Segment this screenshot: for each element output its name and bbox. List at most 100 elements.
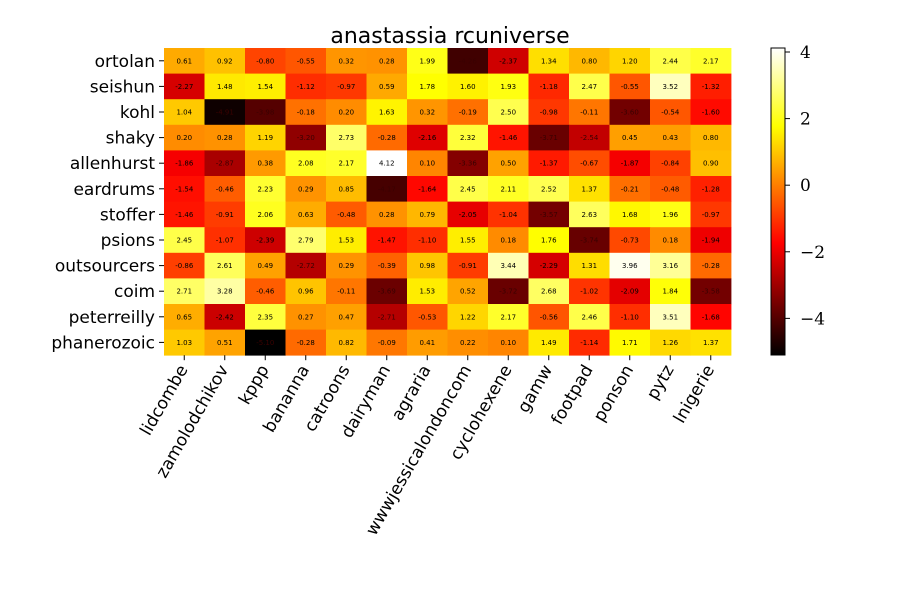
cell-value-label: -1.94 (702, 237, 721, 245)
cell-value-label: 0.18 (662, 237, 678, 245)
heatmap-cell (366, 124, 408, 151)
cell-value-label: 1.76 (541, 237, 557, 245)
cell-value-label: -0.56 (540, 313, 559, 321)
heatmap-cell (285, 278, 327, 305)
heatmap-cell (407, 304, 448, 330)
heatmap-cell (366, 73, 408, 100)
heatmap-cell (528, 227, 570, 254)
heatmap-cell (650, 124, 691, 151)
row-label: allenhurst (70, 154, 155, 174)
cell-value-label: 0.90 (703, 160, 719, 168)
colorbar-tick-label: 2 (800, 110, 811, 130)
cell-value-label: -1.86 (175, 160, 194, 168)
heatmap-cell (488, 304, 529, 330)
heatmap-cell (245, 227, 286, 254)
heatmap-cell (285, 150, 327, 177)
cell-value-label: 1.37 (703, 339, 719, 347)
cell-value-label: 3.52 (662, 83, 678, 91)
cell-value-label: 1.93 (500, 83, 516, 91)
heatmap-cell (204, 124, 246, 151)
column-label: kppp (235, 362, 273, 409)
heatmap-cell (569, 329, 610, 356)
cell-value-label: -0.97 (702, 211, 720, 219)
heatmap-cell (569, 99, 610, 126)
heatmap-cell (690, 124, 732, 151)
heatmap-cell (528, 150, 570, 177)
cell-value-label: -0.28 (702, 262, 720, 270)
heatmap-cell (690, 201, 732, 228)
cell-value-label: -3.20 (297, 134, 315, 142)
cell-value-label: 0.52 (460, 288, 476, 296)
cell-value-label: -1.87 (621, 160, 639, 168)
cell-value-label: -2.87 (216, 160, 234, 168)
cell-value-label: 1.34 (541, 57, 557, 65)
heatmap-cell (447, 48, 489, 74)
heatmap-cell (326, 176, 367, 202)
cell-value-label: 2.17 (703, 57, 719, 65)
heatmap-cell (164, 99, 205, 126)
heatmap-cell (447, 304, 489, 330)
heatmap-cell (690, 278, 732, 305)
cell-value-label: 1.55 (460, 237, 476, 245)
cell-value-label: -3.98 (256, 109, 274, 117)
cell-value-label: -4.26 (459, 57, 478, 65)
heatmap-cell (488, 124, 529, 151)
heatmap-cell (326, 201, 367, 228)
heatmap-cell (164, 304, 205, 330)
cell-value-label: 0.59 (379, 83, 395, 91)
heatmap-cell (407, 73, 448, 100)
heatmap-cell (204, 278, 246, 305)
cell-value-label: 2.73 (338, 134, 354, 142)
cell-value-label: -1.32 (702, 83, 720, 91)
heatmap-cell (528, 252, 570, 279)
heatmap-cell (650, 227, 691, 254)
cell-value-label: 1.54 (257, 83, 273, 91)
cell-value-label: -2.39 (256, 237, 274, 245)
cell-value-label: -1.07 (216, 237, 234, 245)
cell-value-label: 3.51 (662, 313, 678, 321)
cell-value-label: 3.28 (217, 288, 233, 296)
cell-value-label: -2.09 (621, 288, 639, 296)
heatmap-cell (366, 329, 408, 356)
cell-value-label: 2.32 (460, 134, 476, 142)
heatmap-cell (528, 48, 570, 74)
heatmap-cell (407, 124, 448, 151)
cell-value-label: 2.45 (460, 185, 476, 193)
heatmap-cell (569, 201, 610, 228)
row-label: kohl (120, 103, 155, 123)
heatmap-cell (164, 124, 205, 151)
cell-value-label: 0.18 (500, 237, 516, 245)
colorbar-gradient (770, 47, 786, 356)
cell-value-label: 0.29 (298, 185, 314, 193)
cell-value-label: -4.91 (216, 109, 234, 117)
cell-value-label: 0.65 (176, 313, 192, 321)
cell-value-label: 0.38 (257, 160, 273, 168)
cell-value-label: 1.37 (581, 185, 597, 193)
cell-value-label: -0.48 (661, 185, 679, 193)
heatmap-cell (690, 176, 732, 202)
cell-value-label: 0.10 (419, 160, 435, 168)
cell-value-label: 0.96 (298, 288, 314, 296)
cell-value-label: -1.68 (702, 313, 720, 321)
cell-value-label: 0.85 (338, 185, 354, 193)
heatmap-cell (245, 329, 286, 356)
cell-value-label: 2.11 (500, 185, 516, 193)
cell-value-label: 2.17 (500, 313, 516, 321)
cell-value-label: -0.46 (216, 185, 235, 193)
cell-value-label: -2.16 (418, 134, 437, 142)
row-label: ortolan (95, 52, 155, 72)
cell-value-label: 2.46 (581, 313, 597, 321)
heatmap-cell (326, 48, 367, 74)
cell-value-label: 2.63 (581, 211, 597, 219)
heatmap-cell (690, 227, 732, 254)
cell-value-label: -2.72 (297, 262, 315, 270)
cell-value-label: -0.98 (540, 109, 558, 117)
heatmap-cell (488, 48, 529, 74)
heatmap-cell (528, 124, 570, 151)
cell-value-label: -0.84 (661, 160, 680, 168)
heatmap-cell (690, 99, 732, 126)
cell-value-label: -0.55 (621, 83, 639, 91)
cell-value-label: 1.31 (581, 262, 597, 270)
cell-value-label: -1.14 (580, 339, 599, 347)
